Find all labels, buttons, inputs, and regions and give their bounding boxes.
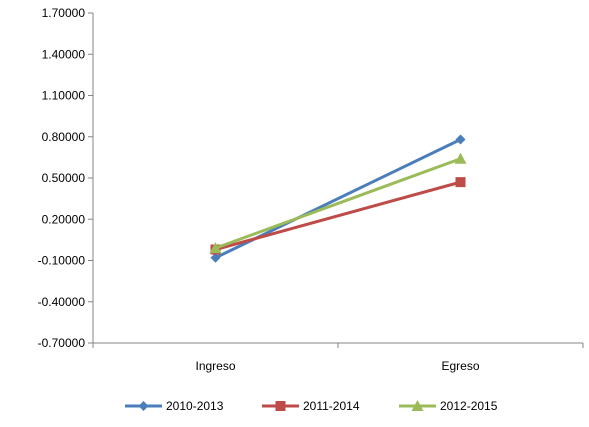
legend-item-2011-2014: 2011-2014 <box>262 399 360 413</box>
axes <box>92 13 583 344</box>
series-line-2012-2015 <box>214 157 462 250</box>
y-tick-label: 1.10000 <box>42 89 86 103</box>
y-tick-label: 0.80000 <box>42 130 86 144</box>
y-tick-label: 1.70000 <box>42 6 86 20</box>
y-tick-label: -0.10000 <box>38 254 86 268</box>
data-point-2010-2013-Egreso <box>455 134 466 145</box>
legend-swatch-marker <box>138 401 149 411</box>
legend-label: 2011-2014 <box>303 399 360 413</box>
legend-swatch-marker <box>411 400 424 411</box>
x-tick-label: Egreso <box>441 359 479 373</box>
y-tick-label: 0.50000 <box>42 171 86 185</box>
data-point-2011-2014-Egreso <box>455 177 466 188</box>
y-tick-label: 0.20000 <box>42 212 86 226</box>
legend-label: 2012-2015 <box>440 399 498 413</box>
legend-item-2010-2013: 2010-2013 <box>125 399 224 413</box>
data-point-2010-2013-Ingreso <box>210 252 221 263</box>
series-line-2011-2014 <box>214 180 462 251</box>
y-tick-labels: 1.70000 1.40000 1.10000 0.80000 0.50000 0.200… <box>38 6 93 350</box>
legend: 2010-2013 2011-2014 2012-2015 <box>125 399 498 413</box>
data-point-2012-2015-Egreso <box>454 152 467 164</box>
y-tick-label: 1.40000 <box>42 47 86 61</box>
x-tick-labels: Ingreso Egreso <box>92 343 584 373</box>
data-point-2012-2015-Ingreso <box>209 242 222 254</box>
x-tick-label: Ingreso <box>195 359 235 373</box>
legend-item-2012-2015: 2012-2015 <box>399 399 498 413</box>
series-group <box>209 134 467 263</box>
legend-label: 2010-2013 <box>166 399 224 413</box>
y-tick-label: -0.40000 <box>38 295 86 309</box>
y-tick-label: -0.70000 <box>38 336 86 350</box>
legend-swatch-marker <box>275 401 286 411</box>
